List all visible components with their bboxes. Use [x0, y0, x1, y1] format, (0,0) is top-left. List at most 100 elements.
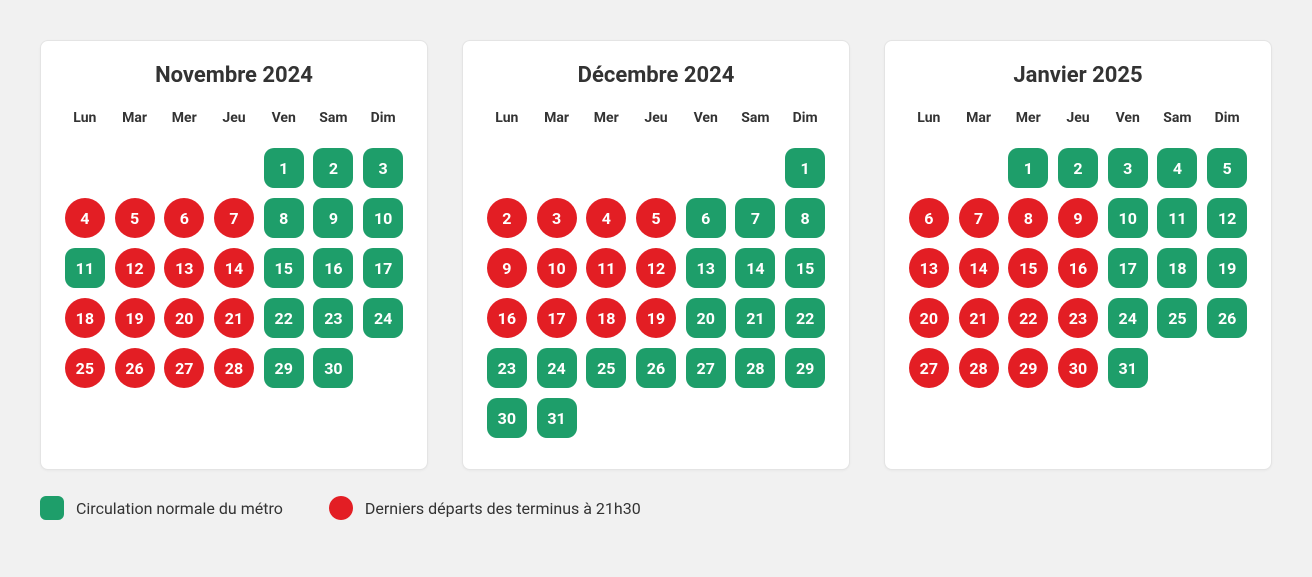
- calendar-day[interactable]: 15: [785, 248, 825, 288]
- calendar-day[interactable]: 11: [586, 248, 626, 288]
- calendar-day[interactable]: 7: [959, 198, 999, 238]
- dow-header: Ven: [272, 110, 296, 126]
- calendar-day[interactable]: 23: [487, 348, 527, 388]
- legend-swatch-green: [40, 496, 64, 520]
- calendar-day[interactable]: 7: [214, 198, 254, 238]
- calendar-day[interactable]: 4: [1157, 148, 1197, 188]
- calendar-day[interactable]: 16: [1058, 248, 1098, 288]
- calendar-day[interactable]: 21: [214, 298, 254, 338]
- calendar-day[interactable]: 8: [264, 198, 304, 238]
- dow-header: Sam: [1163, 110, 1191, 126]
- calendar-day[interactable]: 14: [735, 248, 775, 288]
- calendar-day[interactable]: 31: [1108, 348, 1148, 388]
- calendar-day[interactable]: 1: [264, 148, 304, 188]
- calendar-day[interactable]: 1: [1008, 148, 1048, 188]
- calendar-day[interactable]: 8: [785, 198, 825, 238]
- calendar-day[interactable]: 28: [959, 348, 999, 388]
- calendar-day[interactable]: 4: [65, 198, 105, 238]
- calendar-day[interactable]: 25: [1157, 298, 1197, 338]
- calendar-day[interactable]: 5: [1207, 148, 1247, 188]
- dow-header: Dim: [371, 110, 396, 126]
- calendar-day[interactable]: 1: [785, 148, 825, 188]
- calendar-day[interactable]: 24: [537, 348, 577, 388]
- calendar-day[interactable]: 5: [115, 198, 155, 238]
- calendar-day[interactable]: 22: [1008, 298, 1048, 338]
- calendar-day[interactable]: 11: [1157, 198, 1197, 238]
- calendar-day[interactable]: 17: [363, 248, 403, 288]
- calendar-day[interactable]: 3: [537, 198, 577, 238]
- calendar-grid-nov: LunMarMerJeuVenSamDim1234567891011121314…: [63, 110, 405, 388]
- calendar-day[interactable]: 6: [909, 198, 949, 238]
- calendar-day[interactable]: 20: [686, 298, 726, 338]
- calendar-day[interactable]: 26: [636, 348, 676, 388]
- calendar-day[interactable]: 13: [686, 248, 726, 288]
- calendar-day[interactable]: 3: [1108, 148, 1148, 188]
- calendar-day[interactable]: 29: [264, 348, 304, 388]
- calendar-day[interactable]: 18: [1157, 248, 1197, 288]
- calendar-day[interactable]: 17: [1108, 248, 1148, 288]
- calendar-day[interactable]: 28: [214, 348, 254, 388]
- calendar-day[interactable]: 25: [586, 348, 626, 388]
- calendar-day[interactable]: 20: [909, 298, 949, 338]
- calendar-day[interactable]: 6: [686, 198, 726, 238]
- calendar-day[interactable]: 9: [1058, 198, 1098, 238]
- calendar-day[interactable]: 12: [115, 248, 155, 288]
- calendar-day[interactable]: 13: [164, 248, 204, 288]
- calendar-day[interactable]: 29: [1008, 348, 1048, 388]
- calendar-day[interactable]: 21: [735, 298, 775, 338]
- calendar-day[interactable]: 10: [1108, 198, 1148, 238]
- calendar-day[interactable]: 23: [313, 298, 353, 338]
- calendar-day[interactable]: 12: [1207, 198, 1247, 238]
- calendar-day[interactable]: 9: [313, 198, 353, 238]
- calendar-day[interactable]: 16: [313, 248, 353, 288]
- calendar-day[interactable]: 17: [537, 298, 577, 338]
- calendar-day[interactable]: 4: [586, 198, 626, 238]
- calendar-day[interactable]: 19: [1207, 248, 1247, 288]
- calendar-day[interactable]: 27: [164, 348, 204, 388]
- calendar-day[interactable]: 19: [115, 298, 155, 338]
- calendar-day[interactable]: 29: [785, 348, 825, 388]
- calendar-day[interactable]: 14: [959, 248, 999, 288]
- calendar-day[interactable]: 5: [636, 198, 676, 238]
- calendar-day[interactable]: 18: [586, 298, 626, 338]
- calendar-day[interactable]: 8: [1008, 198, 1048, 238]
- calendar-day[interactable]: 15: [264, 248, 304, 288]
- calendar-day[interactable]: 2: [487, 198, 527, 238]
- calendar-day[interactable]: 15: [1008, 248, 1048, 288]
- calendar-day[interactable]: 28: [735, 348, 775, 388]
- calendar-day[interactable]: 18: [65, 298, 105, 338]
- calendar-day[interactable]: 30: [487, 398, 527, 438]
- calendar-day[interactable]: 19: [636, 298, 676, 338]
- calendar-day[interactable]: 6: [164, 198, 204, 238]
- calendar-day[interactable]: 13: [909, 248, 949, 288]
- calendar-day[interactable]: 2: [1058, 148, 1098, 188]
- calendar-day[interactable]: 12: [636, 248, 676, 288]
- calendar-day[interactable]: 26: [115, 348, 155, 388]
- calendar-day[interactable]: 9: [487, 248, 527, 288]
- calendar-day[interactable]: 14: [214, 248, 254, 288]
- calendar-dec: Décembre 2024 LunMarMerJeuVenSamDim12345…: [462, 40, 850, 470]
- calendar-day[interactable]: 7: [735, 198, 775, 238]
- calendar-day[interactable]: 22: [264, 298, 304, 338]
- calendar-day[interactable]: 25: [65, 348, 105, 388]
- calendar-day[interactable]: 21: [959, 298, 999, 338]
- calendar-day[interactable]: 30: [313, 348, 353, 388]
- calendar-day[interactable]: 30: [1058, 348, 1098, 388]
- calendar-day[interactable]: 22: [785, 298, 825, 338]
- calendar-day[interactable]: 24: [363, 298, 403, 338]
- calendar-title: Novembre 2024: [63, 63, 405, 88]
- calendar-day[interactable]: 3: [363, 148, 403, 188]
- calendar-day[interactable]: 26: [1207, 298, 1247, 338]
- calendar-day[interactable]: 2: [313, 148, 353, 188]
- calendar-day[interactable]: 11: [65, 248, 105, 288]
- calendar-day[interactable]: 27: [686, 348, 726, 388]
- calendar-day[interactable]: 20: [164, 298, 204, 338]
- dow-header: Ven: [694, 110, 718, 126]
- calendar-day[interactable]: 10: [537, 248, 577, 288]
- calendar-day[interactable]: 24: [1108, 298, 1148, 338]
- calendar-day[interactable]: 31: [537, 398, 577, 438]
- calendar-day[interactable]: 10: [363, 198, 403, 238]
- calendar-day[interactable]: 23: [1058, 298, 1098, 338]
- calendar-day[interactable]: 27: [909, 348, 949, 388]
- calendar-day[interactable]: 16: [487, 298, 527, 338]
